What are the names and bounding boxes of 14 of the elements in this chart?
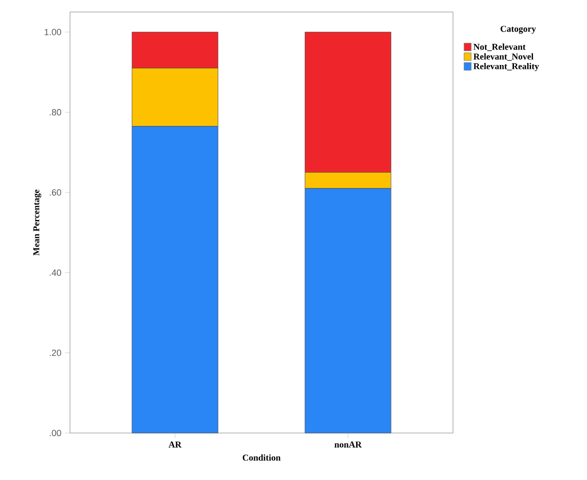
legend-label: Not_Relevant <box>474 44 526 52</box>
y-tick-label: .00 <box>50 430 62 436</box>
y-tick-label: .20 <box>50 350 62 356</box>
y-tick-label: .40 <box>50 269 62 276</box>
x-axis-title: Condition <box>242 454 281 461</box>
x-tick-label: AR <box>168 442 182 448</box>
legend-label: Relevant_Novel <box>473 53 534 61</box>
legend-title: Catogory <box>500 26 536 34</box>
x-tick-label: nonAR <box>334 442 362 448</box>
y-axis-title: Mean Percentage <box>33 190 42 256</box>
y-tick-label: .60 <box>50 189 62 196</box>
y-tick-label: 1.00 <box>44 28 62 36</box>
y-tick-label: .80 <box>50 109 62 116</box>
legend-label: Relevant_Reality <box>473 62 539 72</box>
